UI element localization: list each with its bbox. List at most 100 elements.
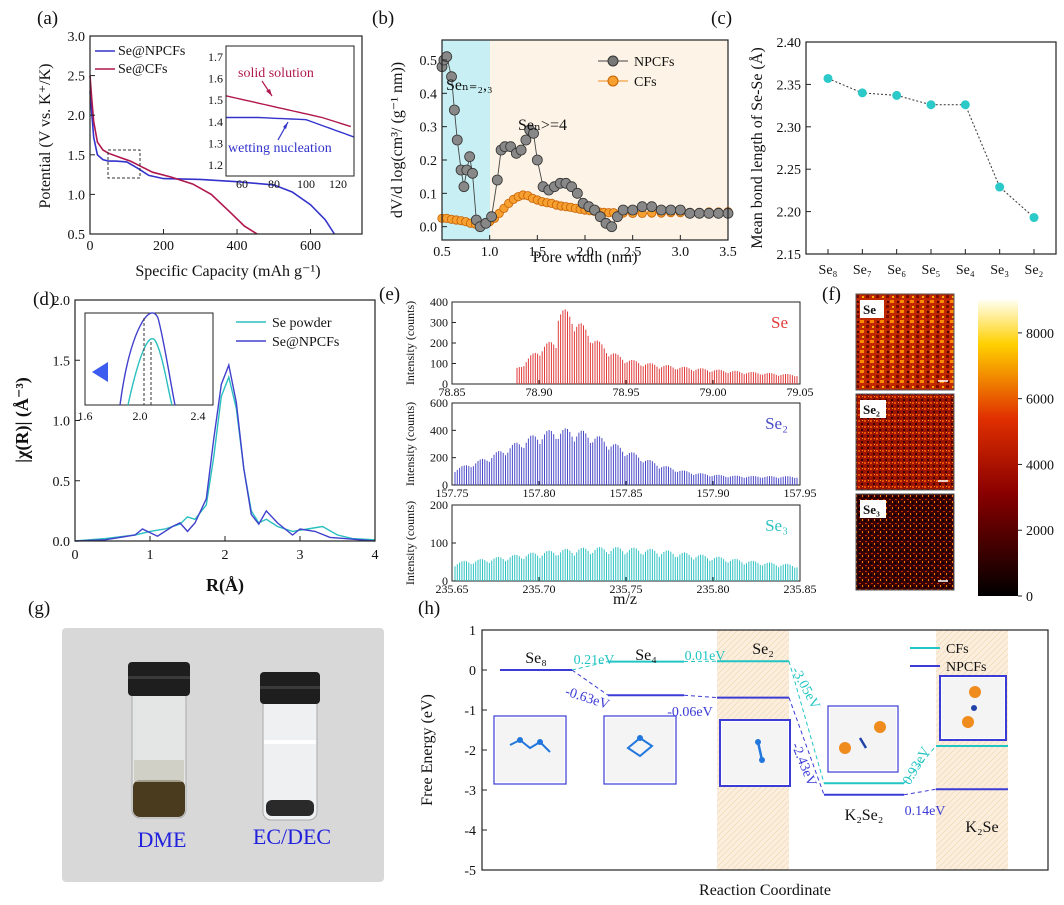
cbar-tick-3: 6000: [1026, 393, 1054, 408]
panel-e: (e) 78.85 78.90 78.95 79.00 79.05 0 100 200 300 4…: [379, 284, 817, 608]
structure-k2se2-lattice: [830, 708, 896, 770]
h-connector-0-2: [788, 661, 825, 784]
annotation-wetting-nucleation: wetting nucleation: [228, 141, 332, 156]
panel-f: (f) Se Se₂ Se₃ 0 2000 4000 6000 8000: [822, 284, 1054, 605]
inset-series-0: [226, 116, 355, 138]
vial-dme-upper: [134, 760, 184, 782]
e-ytick-2-2: 200: [430, 498, 448, 512]
vial-ecdec: [260, 672, 320, 821]
series-line-0: [89, 91, 336, 235]
h-connector-1-3: [903, 788, 937, 796]
map-label-bg-se3: [860, 500, 886, 518]
c-ytick-0: 2.15: [777, 248, 802, 263]
map-label-se2: Se₂: [863, 402, 880, 417]
panel-c-axes: [805, 41, 1057, 255]
d-xtick-0: 0: [72, 548, 79, 563]
h-npcfs-step-3: 0.14eV: [905, 804, 946, 819]
b-point-0-42: [646, 201, 658, 213]
h-cfs-step-1: 0.01eV: [685, 649, 726, 664]
structure-se8-lattice: [496, 718, 564, 782]
c-point-0: [823, 73, 833, 83]
legend-se-cfs: Se@CFs: [118, 62, 167, 77]
b-point-0-47: [694, 207, 705, 219]
b-point-0-21: [520, 134, 532, 146]
structure-se2: [719, 719, 791, 787]
e-axes-0: [451, 301, 801, 385]
c-ytick-1: 2.20: [777, 206, 802, 221]
panel-b-axes: [441, 39, 729, 241]
h-cfs-step-3: 0.93eV: [900, 745, 933, 788]
legend-marker-cfs-b: [607, 75, 619, 87]
vial-dme-solution: [133, 780, 185, 817]
b-xtick-1: 1.0: [481, 245, 499, 260]
h-ytick-6: -5: [464, 864, 476, 879]
arrow-head-wetting: [283, 122, 288, 129]
b-point-0-43: [655, 204, 667, 216]
e-xtick-1-2: 157.85: [610, 486, 643, 500]
e-xtick-0-0: 78.85: [439, 385, 466, 399]
e-xtick-2-1: 235.70: [523, 582, 556, 596]
c-point-5: [995, 182, 1005, 192]
structure-se8: [493, 715, 567, 785]
a-inset-xtick-2: 100: [297, 177, 315, 191]
panel-b-ylabel: dV/d log(cm³/ (g⁻¹ nm)): [389, 62, 406, 218]
inset-region-box: [107, 149, 141, 179]
b-xtick-5: 3.0: [672, 245, 690, 260]
panel-c-ylabel: Mean bond length of Se-Se (Å): [748, 47, 766, 248]
panel-b-legend: NPCFs CFs: [598, 55, 674, 90]
a-xtick-0: 0: [87, 239, 94, 254]
e-xtick-2-2: 235.75: [610, 582, 643, 596]
e-ytick-2-0: 0: [442, 574, 448, 588]
h-cfs-step-0: 0.21eV: [574, 653, 615, 668]
b-ytick-4: 0.4: [420, 87, 438, 102]
panel-c-label: (c): [711, 8, 732, 29]
b-point-0-44: [665, 204, 677, 216]
vial-label-ecdec: EC/DEC: [253, 824, 331, 849]
panel-h-ylabel: Free Energy (eV): [419, 694, 436, 806]
legend-cfs-b: CFs: [634, 75, 657, 90]
d-ytick-4: 2.0: [53, 294, 71, 309]
b-point-0-14: [486, 211, 497, 223]
h-connector-1-1: [683, 694, 718, 699]
series-line-1: [89, 75, 258, 235]
e-ylabel-0: Intensity (counts): [403, 301, 417, 385]
h-connector-1-2: [788, 697, 825, 795]
legend-se-powder: Se powder: [272, 316, 332, 331]
legend-npcfs-h: NPCFs: [946, 660, 986, 675]
d-series-line-0: [74, 374, 376, 542]
c-xtick-2: Se₆: [887, 263, 906, 278]
photo-background: [62, 628, 384, 882]
legend-se-npcfs-d: Se@NPCFs: [272, 335, 339, 350]
d-series-line-1: [74, 362, 376, 542]
panel-g-label: (g): [28, 598, 50, 619]
inset-d-tick-1: 2.0: [133, 409, 148, 423]
structure-se2-lattice: [722, 722, 788, 784]
micropore-region: [442, 40, 490, 240]
b-xtick-6: 3.5: [719, 245, 737, 260]
panel-d-inset-axes: [84, 312, 214, 406]
panel-h-xlabel: Reaction Coordinate: [699, 882, 831, 899]
panel-d: (d) 0 1 2 3 4 0.0 0.5 1.0 1.5 2.0 R(Å) |χ(R)| (Å⁻…: [12, 289, 379, 596]
e-xtick-0-3: 79.00: [700, 385, 727, 399]
b-point-0-37: [606, 221, 618, 233]
e-xtick-2-0: 235.65: [436, 582, 469, 596]
structure-se2-bond: [756, 741, 764, 761]
h-npcfs-step-1: -0.06eV: [667, 705, 713, 720]
vial-ecdec-cap-ridge: [260, 686, 320, 689]
b-point-0-10: [467, 167, 478, 179]
e-ytick-0-3: 300: [430, 316, 448, 330]
structure-k2se-k-atom-2: [962, 716, 974, 728]
e-xtick-2-4: 235.85: [784, 582, 817, 596]
e-ytick-0-1: 100: [430, 357, 448, 371]
c-xtick-1: Se₇: [853, 263, 872, 278]
panel-h-label: (h): [418, 598, 440, 619]
b-point-0-5: [451, 134, 463, 146]
d-xtick-3: 3: [297, 548, 304, 563]
c-xtick-4: Se₄: [956, 263, 975, 278]
c-ytick-5: 2.40: [777, 36, 802, 51]
e-xtick-0-4: 79.05: [787, 385, 814, 399]
structure-se4: [603, 715, 677, 785]
e-ytick-2-1: 100: [430, 536, 448, 550]
